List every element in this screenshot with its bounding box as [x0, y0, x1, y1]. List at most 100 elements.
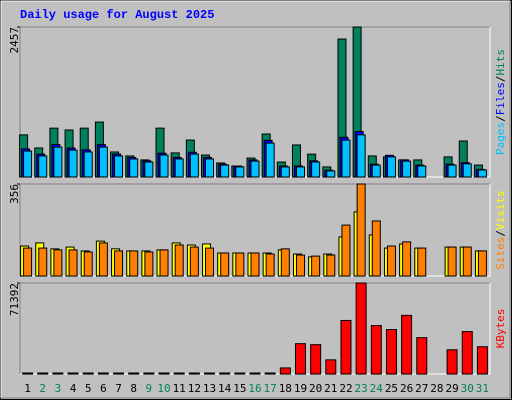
bar — [143, 372, 155, 375]
bar — [159, 154, 169, 178]
bar — [249, 372, 261, 375]
x-tick-label: 4 — [70, 382, 77, 395]
legend-separator: / — [494, 76, 507, 83]
y-tick-label: 2457 — [8, 27, 21, 54]
legend: Sites/Visits — [494, 190, 507, 270]
bar — [371, 220, 381, 277]
bar — [401, 314, 413, 375]
x-tick-label: 16 — [248, 382, 261, 395]
bar — [386, 245, 396, 277]
x-tick-label: 28 — [430, 382, 443, 395]
x-tick-label: 31 — [476, 382, 489, 395]
bar — [340, 319, 352, 375]
bar — [235, 166, 245, 178]
bar — [189, 153, 199, 178]
bar — [38, 155, 48, 178]
bar — [159, 249, 169, 277]
x-tick-label: 10 — [157, 382, 170, 395]
bar — [113, 372, 125, 375]
bar — [98, 242, 108, 277]
bar — [114, 155, 124, 178]
x-tick-label: 2 — [39, 382, 46, 395]
legend-entry: Visits — [494, 190, 507, 230]
x-tick-label: 25 — [385, 382, 398, 395]
bar — [68, 249, 78, 277]
x-tick-label: 3 — [55, 382, 62, 395]
bar — [417, 247, 427, 277]
bar — [370, 325, 382, 375]
bar — [446, 349, 458, 375]
x-tick-label: 5 — [85, 382, 92, 395]
bar — [462, 246, 472, 277]
legend-separator: / — [494, 230, 507, 237]
x-tick-label: 15 — [233, 382, 246, 395]
bar — [250, 252, 260, 277]
bar — [83, 151, 93, 178]
legend-entry: Sites — [494, 237, 507, 270]
bar — [356, 183, 366, 277]
bar — [265, 253, 275, 277]
x-tick-label: 6 — [100, 382, 107, 395]
bar — [341, 139, 351, 178]
chart-title: Daily usage for August 2025 — [20, 8, 214, 22]
bar — [83, 251, 93, 277]
x-tick-label: 9 — [146, 382, 153, 395]
bar — [144, 161, 154, 178]
x-tick-label: 14 — [218, 382, 232, 395]
bar — [53, 249, 63, 277]
bar — [220, 164, 230, 178]
x-tick-label: 23 — [355, 382, 368, 395]
legend: KBytes — [494, 309, 507, 349]
bar — [23, 247, 33, 277]
bar — [461, 331, 473, 375]
legend-entry: KBytes — [494, 309, 507, 349]
x-tick-label: 11 — [173, 382, 186, 395]
bar — [477, 169, 487, 178]
bar — [129, 158, 139, 178]
bar — [22, 372, 34, 375]
x-tick-label: 26 — [400, 382, 413, 395]
bar — [53, 146, 63, 178]
bar — [279, 367, 291, 375]
x-tick-label: 13 — [203, 382, 216, 395]
bar — [385, 329, 397, 375]
bar — [173, 372, 185, 375]
x-tick-label: 17 — [264, 382, 277, 395]
bar — [189, 246, 199, 277]
bar — [204, 372, 216, 375]
bar — [386, 156, 396, 178]
legend: Pages/Files/Hits — [494, 49, 507, 155]
bar — [234, 372, 246, 375]
x-tick-label: 20 — [309, 382, 322, 395]
bar — [462, 163, 472, 178]
bar — [326, 254, 336, 277]
bar — [97, 372, 109, 375]
bar — [355, 282, 367, 375]
x-tick-label: 21 — [324, 382, 337, 395]
bar — [250, 160, 260, 178]
x-tick-label: 7 — [115, 382, 122, 395]
bar — [235, 252, 245, 277]
bar — [265, 142, 275, 178]
x-tick-label: 8 — [130, 382, 137, 395]
bar — [188, 372, 200, 375]
bar — [280, 166, 290, 178]
bar — [341, 224, 351, 277]
bar — [82, 372, 94, 375]
bar — [294, 343, 306, 375]
x-tick-label: 18 — [279, 382, 292, 395]
bar — [114, 250, 124, 277]
legend-entry: Files — [494, 82, 507, 115]
bar — [129, 250, 139, 277]
y-tick-label: 356 — [8, 184, 21, 204]
x-tick-label: 27 — [415, 382, 428, 395]
bar — [311, 255, 321, 277]
x-tick-label: 29 — [445, 382, 458, 395]
bar — [144, 251, 154, 277]
x-tick-label: 30 — [461, 382, 474, 395]
x-tick-label: 22 — [339, 382, 352, 395]
bar — [417, 165, 427, 178]
legend-separator: / — [494, 115, 507, 122]
